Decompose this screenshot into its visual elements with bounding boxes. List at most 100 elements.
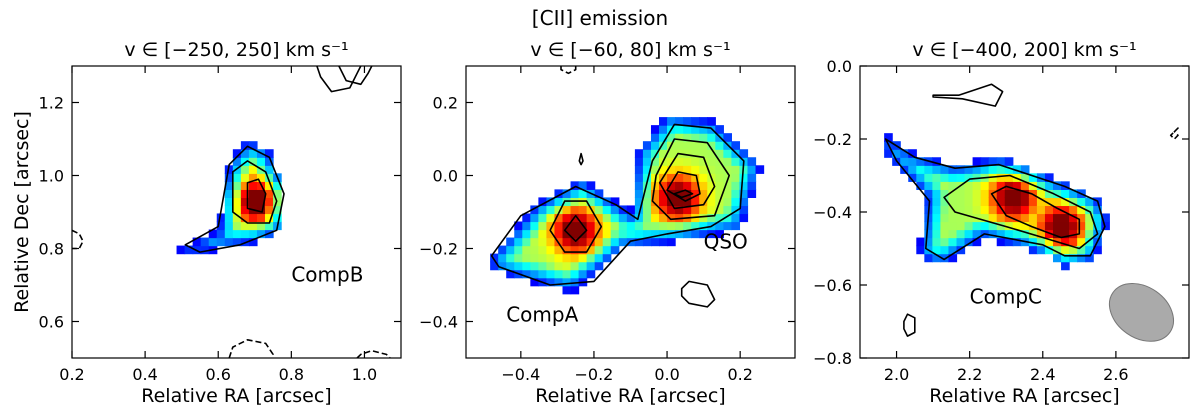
heatmap-pixel [980, 213, 990, 223]
heatmap-pixel [699, 197, 708, 207]
heatmap-pixel [691, 141, 700, 150]
heatmap-pixel [675, 213, 684, 223]
heatmap-pixel [530, 269, 539, 279]
heatmap-pixel [699, 181, 708, 190]
heatmap-pixel [265, 213, 274, 223]
heatmap-pixel [1069, 253, 1078, 263]
heatmap-pixel [240, 181, 250, 190]
heatmap-pixel [1053, 181, 1062, 190]
heatmap-pixel [691, 125, 700, 134]
heatmap-pixel [538, 229, 548, 239]
heatmap-pixel [265, 221, 274, 231]
heatmap-pixel [224, 181, 234, 190]
heatmap-pixel [546, 205, 556, 215]
heatmap-pixel [1085, 213, 1094, 223]
contour-positive [651, 138, 730, 221]
heatmap-pixel [739, 173, 749, 182]
heatmap-pixel [594, 213, 604, 223]
heatmap-pixel [602, 213, 612, 223]
heatmap-pixel [562, 285, 572, 295]
heatmap-pixel [940, 165, 950, 174]
heatmap-pixel [642, 181, 652, 190]
heatmap-pixel [1036, 237, 1046, 247]
heatmap-pixel [667, 173, 676, 182]
heatmap-pixel [240, 237, 250, 247]
y-tick-label: −0.4 [813, 203, 852, 222]
heatmap-pixel [972, 157, 982, 166]
heatmap-pixel [988, 165, 998, 174]
heatmap-pixel [1085, 245, 1094, 255]
heatmap-pixel [996, 165, 1006, 174]
heatmap-pixel [1077, 253, 1086, 263]
annotation-label: CompB [291, 262, 363, 286]
heatmap-pixel [948, 173, 958, 182]
heatmap-pixel [1069, 213, 1078, 223]
heatmap-pixel [522, 229, 531, 239]
heatmap-pixel [562, 229, 572, 239]
x-axis-label: Relative RA [arcsec] [929, 385, 1119, 407]
heatmap-pixel [514, 229, 523, 239]
heatmap-pixel [642, 237, 652, 247]
heatmap-pixel [731, 141, 741, 150]
heatmap-pixel [554, 189, 564, 198]
heatmap-pixel [554, 229, 564, 239]
heatmap-pixel [683, 157, 692, 166]
heatmap-pixel [634, 213, 644, 223]
heatmap-pixel [634, 149, 644, 158]
x-tick-label: 0.8 [279, 365, 304, 384]
heatmap-pixel [932, 157, 942, 166]
heatmap-pixel [1028, 237, 1038, 247]
heatmap-pixel [1069, 229, 1078, 239]
heatmap-pixel [530, 237, 539, 247]
heatmap-pixel [659, 125, 668, 134]
heatmap-pixel [739, 189, 749, 198]
heatmap-pixel [570, 229, 580, 239]
heatmap-pixel [1077, 205, 1086, 215]
heatmap-pixel [980, 181, 990, 190]
heatmap-pixel [1004, 189, 1014, 198]
panel-title: v ∈ [−400, 200] km s⁻¹ [912, 39, 1136, 61]
heatmap-pixel [667, 181, 676, 190]
heatmap-pixel [755, 165, 765, 174]
heatmap-pixel [932, 253, 942, 263]
y-tick-label: −0.6 [813, 276, 852, 295]
heatmap-pixel [538, 253, 548, 263]
heatmap-pixel [530, 245, 539, 255]
heatmap-pixel [699, 221, 708, 231]
heatmap-pixel [626, 205, 636, 215]
heatmap-pixel [956, 229, 966, 239]
contour-positive [990, 185, 1081, 239]
contour-negative [1169, 127, 1179, 140]
heatmap-pixel [1028, 245, 1038, 255]
heatmap-pixel [659, 189, 668, 198]
heatmap-pixel [900, 157, 909, 166]
contour-positive [932, 83, 1004, 107]
heatmap-pixel [1012, 197, 1022, 207]
heatmap-pixel [265, 205, 274, 215]
heatmap-pixel [248, 189, 258, 198]
heatmap-pixel [675, 133, 684, 142]
heatmap-pixel [1036, 213, 1046, 223]
heatmap-pixel [642, 205, 652, 215]
heatmap-pixel [659, 141, 668, 150]
heatmap-pixel [530, 213, 539, 223]
heatmap-pixel [586, 269, 596, 279]
heatmap-pixel [940, 189, 950, 198]
heatmap-pixel [956, 205, 966, 215]
heatmap-pixel [232, 229, 242, 239]
heatmap-pixel [184, 245, 194, 255]
heatmap-pixel [731, 165, 741, 174]
heatmap-pixel [1012, 237, 1022, 247]
heatmap-pixel [1012, 213, 1022, 223]
heatmap-pixel [232, 157, 242, 166]
heatmap-pixel [1061, 261, 1070, 271]
heatmap-pixel [715, 205, 724, 215]
heatmap-pixel [916, 165, 925, 174]
y-tick-label: 1.0 [39, 167, 64, 186]
heatmap-pixel [691, 133, 700, 142]
heatmap-pixel [248, 173, 258, 182]
heatmap-pixel [562, 253, 572, 263]
heatmap-pixel [691, 117, 700, 126]
heatmap-pixel [1004, 237, 1014, 247]
heatmap-pixel [956, 197, 966, 207]
